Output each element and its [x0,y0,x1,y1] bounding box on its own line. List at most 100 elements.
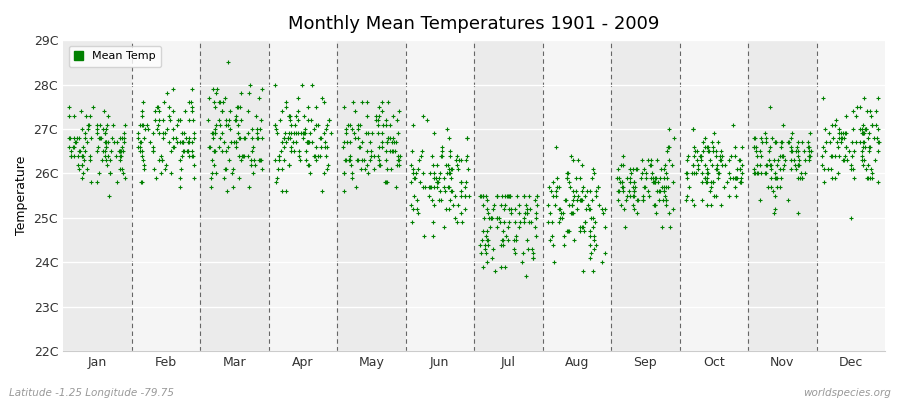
Point [483,215,498,221]
Point [698,144,712,150]
Point [354,166,368,172]
Point [818,148,832,154]
Point [520,210,535,216]
Point [345,175,359,181]
Point [319,144,333,150]
Point [770,161,784,168]
Point [493,241,508,248]
Point [750,170,764,177]
Point [320,161,335,168]
Point [719,179,733,186]
Point [219,166,233,172]
Point [90,148,104,154]
Point [696,148,710,154]
Point [372,112,386,119]
Point [62,112,77,119]
Point [733,166,747,172]
Point [430,184,445,190]
Point [234,152,248,159]
Point [222,117,237,123]
Point [71,148,86,154]
Point [146,130,160,137]
Point [182,99,196,106]
Point [496,237,510,243]
Point [838,130,852,137]
Point [815,95,830,101]
Point [816,144,831,150]
Point [728,175,742,181]
Point [371,152,385,159]
Point [513,219,527,226]
Point [408,175,422,181]
Point [616,152,630,159]
Point [112,148,127,154]
Point [652,175,667,181]
Point [284,148,298,154]
Point [772,166,787,172]
Point [619,197,634,203]
Point [706,179,720,186]
Point [255,135,269,141]
Point [657,188,671,194]
Point [454,179,468,186]
Point [320,144,334,150]
Point [759,135,773,141]
Point [385,148,400,154]
Point [281,135,295,141]
Point [301,104,315,110]
Point [450,219,464,226]
Point [619,192,634,199]
Point [282,161,296,168]
Point [360,148,374,154]
Point [585,175,599,181]
Point [117,135,131,141]
Point [167,144,182,150]
Point [98,139,112,146]
Point [101,112,115,119]
Point [460,135,474,141]
Legend: Mean Temp: Mean Temp [68,46,161,67]
Point [549,188,563,194]
Point [473,250,488,256]
Point [459,157,473,163]
Point [752,161,767,168]
Point [476,192,491,199]
Point [629,166,643,172]
Point [758,130,772,137]
Bar [474,40,543,351]
Point [626,192,641,199]
Point [207,99,221,106]
Point [245,135,259,141]
Point [202,95,216,101]
Point [616,161,630,168]
Point [369,117,383,123]
Point [232,135,247,141]
Point [170,117,184,123]
Point [824,121,839,128]
Point [522,192,536,199]
Point [284,130,298,137]
Point [472,241,487,248]
Point [184,139,199,146]
Point [595,259,609,266]
Point [714,148,728,154]
Point [202,144,217,150]
Point [700,175,715,181]
Point [343,139,357,146]
Point [496,228,510,234]
Point [572,197,587,203]
Point [709,166,724,172]
Point [800,139,814,146]
Point [439,126,454,132]
Point [701,148,716,154]
Point [208,104,222,110]
Point [84,135,98,141]
Point [75,161,89,168]
Point [291,130,305,137]
Point [176,139,190,146]
Point [282,112,296,119]
Point [356,99,370,106]
Point [382,121,397,128]
Point [69,139,84,146]
Point [856,144,870,150]
